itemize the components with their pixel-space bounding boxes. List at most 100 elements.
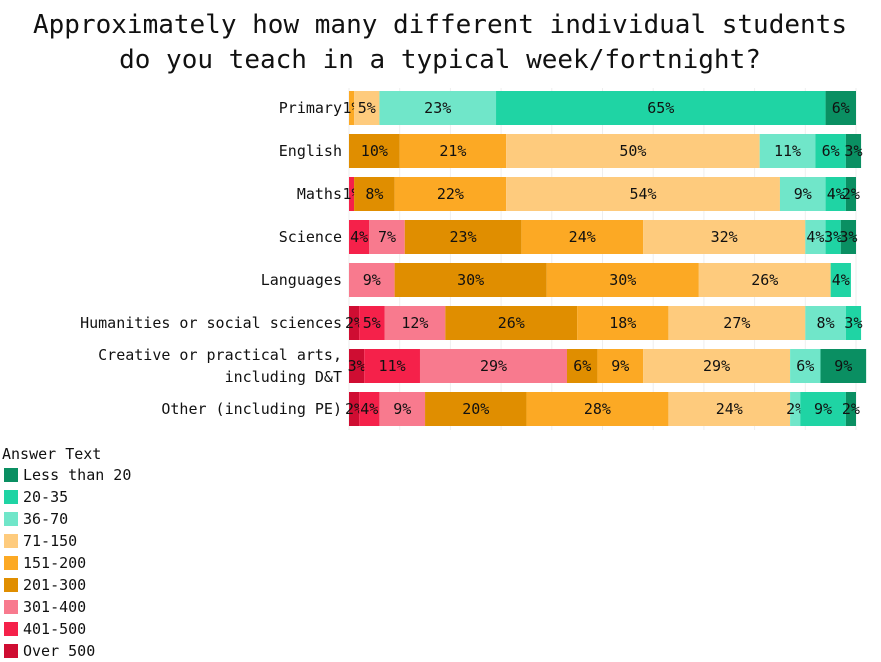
category-label: Languages bbox=[261, 271, 342, 289]
data-label: 20% bbox=[462, 400, 489, 418]
bar-segment bbox=[845, 134, 862, 168]
bar-segment bbox=[399, 134, 507, 168]
data-label: 65% bbox=[647, 99, 674, 117]
data-label: 32% bbox=[711, 228, 738, 246]
data-label: 9% bbox=[393, 400, 411, 418]
data-label: 6% bbox=[832, 99, 850, 117]
legend-item: 20-35 bbox=[23, 488, 68, 506]
legend-swatch bbox=[4, 622, 18, 636]
bar-segment bbox=[815, 134, 846, 168]
data-label: 9% bbox=[814, 400, 832, 418]
data-label: 2% bbox=[345, 314, 363, 332]
category-label: Science bbox=[279, 228, 342, 246]
bar-segment bbox=[805, 220, 826, 254]
legend-swatch bbox=[4, 490, 18, 504]
bar-segment bbox=[384, 306, 446, 340]
bar-segment bbox=[546, 263, 699, 297]
bar-segment bbox=[349, 349, 365, 383]
legend-item: 401-500 bbox=[23, 620, 86, 638]
bar-segment bbox=[567, 349, 598, 383]
data-label: 3% bbox=[844, 142, 862, 160]
data-label: 11% bbox=[379, 357, 406, 375]
bar-segment bbox=[790, 392, 801, 426]
bar-segment bbox=[379, 91, 497, 125]
bar-segment bbox=[825, 91, 856, 125]
bar-segment bbox=[354, 91, 380, 125]
data-label: 3% bbox=[839, 228, 857, 246]
bar-segment bbox=[668, 392, 791, 426]
bar-segment bbox=[354, 177, 395, 211]
data-label: 5% bbox=[358, 99, 376, 117]
legend-swatch bbox=[4, 600, 18, 614]
bar-segment bbox=[419, 349, 568, 383]
bar-segment bbox=[643, 220, 806, 254]
data-label: 3% bbox=[824, 228, 842, 246]
bar-segment bbox=[425, 392, 527, 426]
data-label: 11% bbox=[774, 142, 801, 160]
bar-segment bbox=[845, 306, 862, 340]
bar-segment bbox=[394, 263, 547, 297]
data-label: 6% bbox=[796, 357, 814, 375]
data-label: 2% bbox=[786, 400, 804, 418]
bar-segment bbox=[349, 91, 355, 125]
bar-segment bbox=[825, 177, 846, 211]
bar-segment bbox=[805, 306, 846, 340]
data-label: 23% bbox=[424, 99, 451, 117]
data-label: 3% bbox=[844, 314, 862, 332]
bar-segment bbox=[790, 349, 821, 383]
bar-segment bbox=[349, 392, 360, 426]
bar-segment bbox=[364, 349, 420, 383]
data-label: 4% bbox=[350, 228, 368, 246]
data-label: 4% bbox=[360, 400, 378, 418]
data-label: 22% bbox=[437, 185, 464, 203]
bar-segment bbox=[349, 220, 370, 254]
legend-item: 151-200 bbox=[23, 554, 86, 572]
category-label: Humanities or social sciences bbox=[80, 314, 342, 332]
bar-segment bbox=[445, 306, 578, 340]
bar-segment bbox=[759, 134, 816, 168]
data-label: 8% bbox=[817, 314, 835, 332]
data-label: 9% bbox=[794, 185, 812, 203]
bar-segment bbox=[597, 349, 644, 383]
category-label: including D&T bbox=[225, 368, 342, 386]
data-label: 28% bbox=[584, 400, 611, 418]
data-label: 9% bbox=[834, 357, 852, 375]
bar-segment bbox=[349, 306, 360, 340]
bar-segment bbox=[506, 177, 780, 211]
bar-segment bbox=[643, 349, 791, 383]
data-label: 23% bbox=[450, 228, 477, 246]
data-label: 30% bbox=[609, 271, 636, 289]
data-label: 29% bbox=[703, 357, 730, 375]
legend-swatch bbox=[4, 556, 18, 570]
bar-segment bbox=[359, 392, 380, 426]
data-label: 50% bbox=[619, 142, 646, 160]
legend-item: 201-300 bbox=[23, 576, 86, 594]
bar-segment bbox=[359, 306, 385, 340]
bar-segment bbox=[349, 263, 395, 297]
data-label: 6% bbox=[573, 357, 591, 375]
legend-swatch bbox=[4, 512, 18, 526]
bar-segment bbox=[779, 177, 826, 211]
data-label: 24% bbox=[716, 400, 743, 418]
bar-segment bbox=[521, 220, 644, 254]
data-label: 9% bbox=[363, 271, 381, 289]
legend-title: Answer Text bbox=[2, 445, 101, 463]
bar-segment bbox=[404, 220, 522, 254]
data-label: 2% bbox=[842, 400, 860, 418]
category-label: Primary bbox=[279, 99, 342, 117]
bar-segment bbox=[830, 263, 851, 297]
data-label: 26% bbox=[498, 314, 525, 332]
bar-segment bbox=[698, 263, 831, 297]
data-label: 21% bbox=[439, 142, 466, 160]
bar-segment bbox=[379, 392, 426, 426]
chart-title: do you teach in a typical week/fortnight… bbox=[119, 45, 761, 75]
data-label: 27% bbox=[723, 314, 750, 332]
category-label: Other (including PE) bbox=[161, 400, 342, 418]
data-label: 8% bbox=[365, 185, 383, 203]
data-label: 29% bbox=[480, 357, 507, 375]
data-label: 54% bbox=[630, 185, 657, 203]
legend-item: 301-400 bbox=[23, 598, 86, 616]
bar-segment bbox=[820, 349, 867, 383]
chart-title: Approximately how many different individ… bbox=[33, 10, 847, 40]
